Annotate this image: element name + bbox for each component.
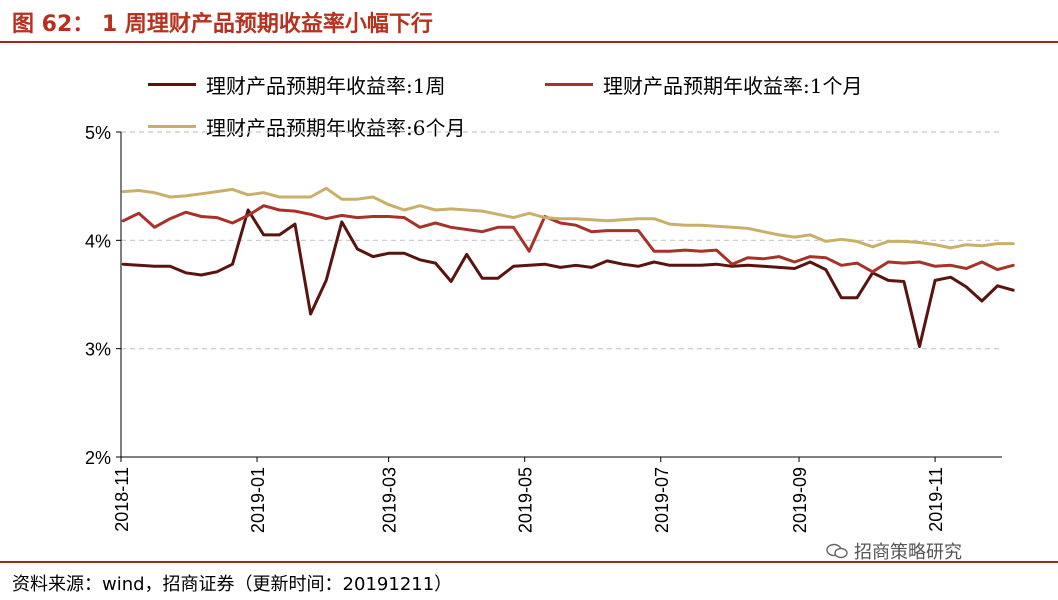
- legend-swatch-6m: [148, 125, 196, 128]
- series-line-0: [121, 208, 1015, 348]
- legend-label-6m: 理财产品预期年收益率:6个月: [206, 116, 466, 140]
- legend-item-1m: 理财产品预期年收益率:1个月: [545, 70, 862, 99]
- y-tick-label: 5%: [85, 123, 111, 143]
- watermark: 招商策略研究: [826, 538, 962, 564]
- x-tick-label: 2019-07: [652, 467, 672, 533]
- series-line-2: [121, 186, 1015, 250]
- legend-swatch-1m: [545, 83, 593, 86]
- x-tick-label: 2019-03: [380, 467, 400, 533]
- x-tick-label: 2018-11: [112, 467, 132, 532]
- x-tick-label: 2019-01: [248, 467, 268, 533]
- source-rule: [0, 561, 1058, 563]
- figure-title: 图 62： 1 周理财产品预期收益率小幅下行: [12, 12, 433, 37]
- source-note: 资料来源：wind，招商证券（更新时间：20191211）: [12, 574, 453, 595]
- legend-label-1w: 理财产品预期年收益率:1周: [206, 74, 446, 98]
- y-tick-label: 4%: [85, 231, 111, 251]
- legend-item-1w: 理财产品预期年收益率:1周: [148, 70, 445, 99]
- legend-item-6m: 理财产品预期年收益率:6个月: [148, 112, 465, 141]
- y-tick-label: 3%: [85, 340, 111, 360]
- title-rule: [0, 41, 1058, 43]
- axis-layer: [116, 131, 1002, 462]
- x-tick-label: 2019-09: [790, 467, 810, 533]
- x-tick-label: 2019-05: [516, 467, 536, 533]
- y-tick-label: 2%: [85, 448, 111, 468]
- legend-swatch-1w: [148, 83, 196, 86]
- series-line-1: [121, 204, 1015, 274]
- legend-label-1m: 理财产品预期年收益率:1个月: [603, 74, 863, 98]
- wechat-icon: [826, 543, 848, 559]
- series-layer: [121, 186, 1015, 348]
- watermark-text: 招商策略研究: [854, 542, 962, 563]
- grid-layer: [121, 131, 1002, 350]
- line-chart: 2% 3% 4% 5% 2018-11 2019-01 2019-03 2019-05 2019…: [85, 123, 1015, 533]
- label-layer: 2% 3% 4% 5% 2018-11 2019-01 2019-03 2019-05 2019…: [85, 123, 946, 533]
- x-tick-label: 2019-11: [926, 467, 946, 532]
